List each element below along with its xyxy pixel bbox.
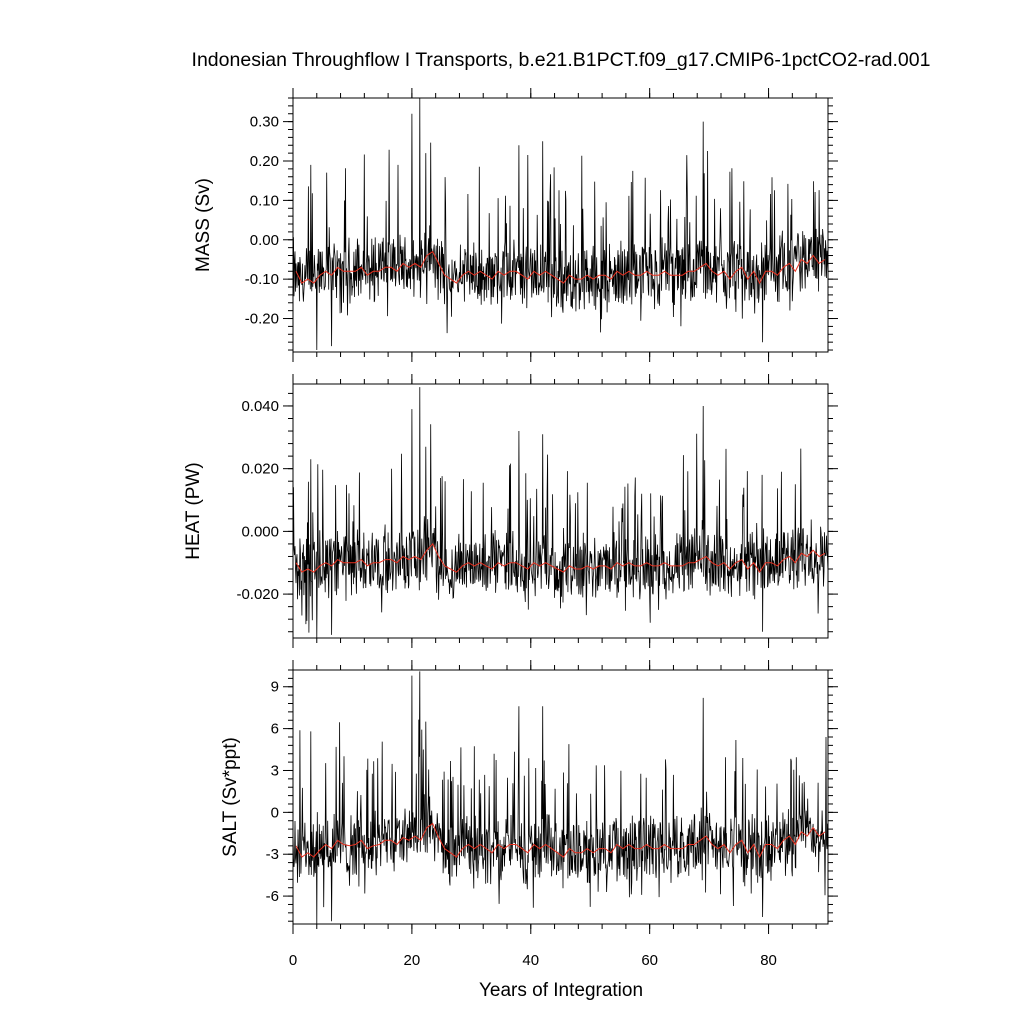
plot-frame: [292, 97, 829, 353]
x-tick-label: 0: [289, 952, 297, 969]
y-tick-label: 0.040: [241, 398, 279, 415]
y-tick-label: 0.20: [250, 153, 279, 170]
x-tick-labels: 0 20 40 60 80: [289, 952, 777, 969]
plot-frame: [292, 383, 829, 639]
chart-title: Indonesian Throughflow I Transports, b.e…: [192, 49, 931, 71]
y-tick-label: -3: [266, 846, 279, 863]
y-tick-label: 0: [271, 804, 279, 821]
monthly-series-line: [292, 671, 829, 925]
monthly-series-line: [292, 387, 829, 639]
annual-mean-line: [295, 543, 826, 574]
x-tick-label: 80: [760, 952, 777, 969]
mass-panel: 0.30 0.20 0.10 0.00 -0.10 -0.20 MASS (Sv): [193, 88, 838, 362]
y-tick-label: 9: [271, 679, 279, 696]
annual-mean-line: [295, 822, 826, 859]
y-axis-label: HEAT (PW): [183, 462, 204, 559]
y-tick-label: 0.10: [250, 192, 279, 209]
y-tick-label: -0.20: [245, 311, 279, 328]
y-tick-label: -0.10: [245, 271, 279, 288]
x-tick-label: 40: [522, 952, 539, 969]
x-tick-label: 20: [404, 952, 421, 969]
y-tick-label: 3: [271, 762, 279, 779]
y-tick-label: 6: [271, 721, 279, 738]
monthly-series-line: [292, 97, 829, 351]
salt-panel: 9 6 3 0 -3 -6 SALT (Sv*ppt): [220, 660, 838, 934]
y-tick-label: -0.020: [236, 586, 279, 603]
heat-panel: 0.040 0.020 0.000 -0.020 HEAT (PW): [183, 374, 838, 648]
y-tick-label: 0.020: [241, 461, 279, 478]
y-tick-label: 0.30: [250, 114, 279, 131]
annual-mean-line: [295, 250, 826, 285]
x-tick-label: 60: [641, 952, 658, 969]
y-tick-label: -6: [266, 888, 279, 905]
y-tick-label: 0.000: [241, 523, 279, 540]
y-axis-label: MASS (Sv): [193, 178, 214, 272]
plot-frame: [292, 669, 829, 925]
y-tick-label: 0.00: [250, 232, 279, 249]
x-axis-label: Years of Integration: [479, 980, 643, 1001]
y-axis-label: SALT (Sv*ppt): [220, 737, 241, 857]
